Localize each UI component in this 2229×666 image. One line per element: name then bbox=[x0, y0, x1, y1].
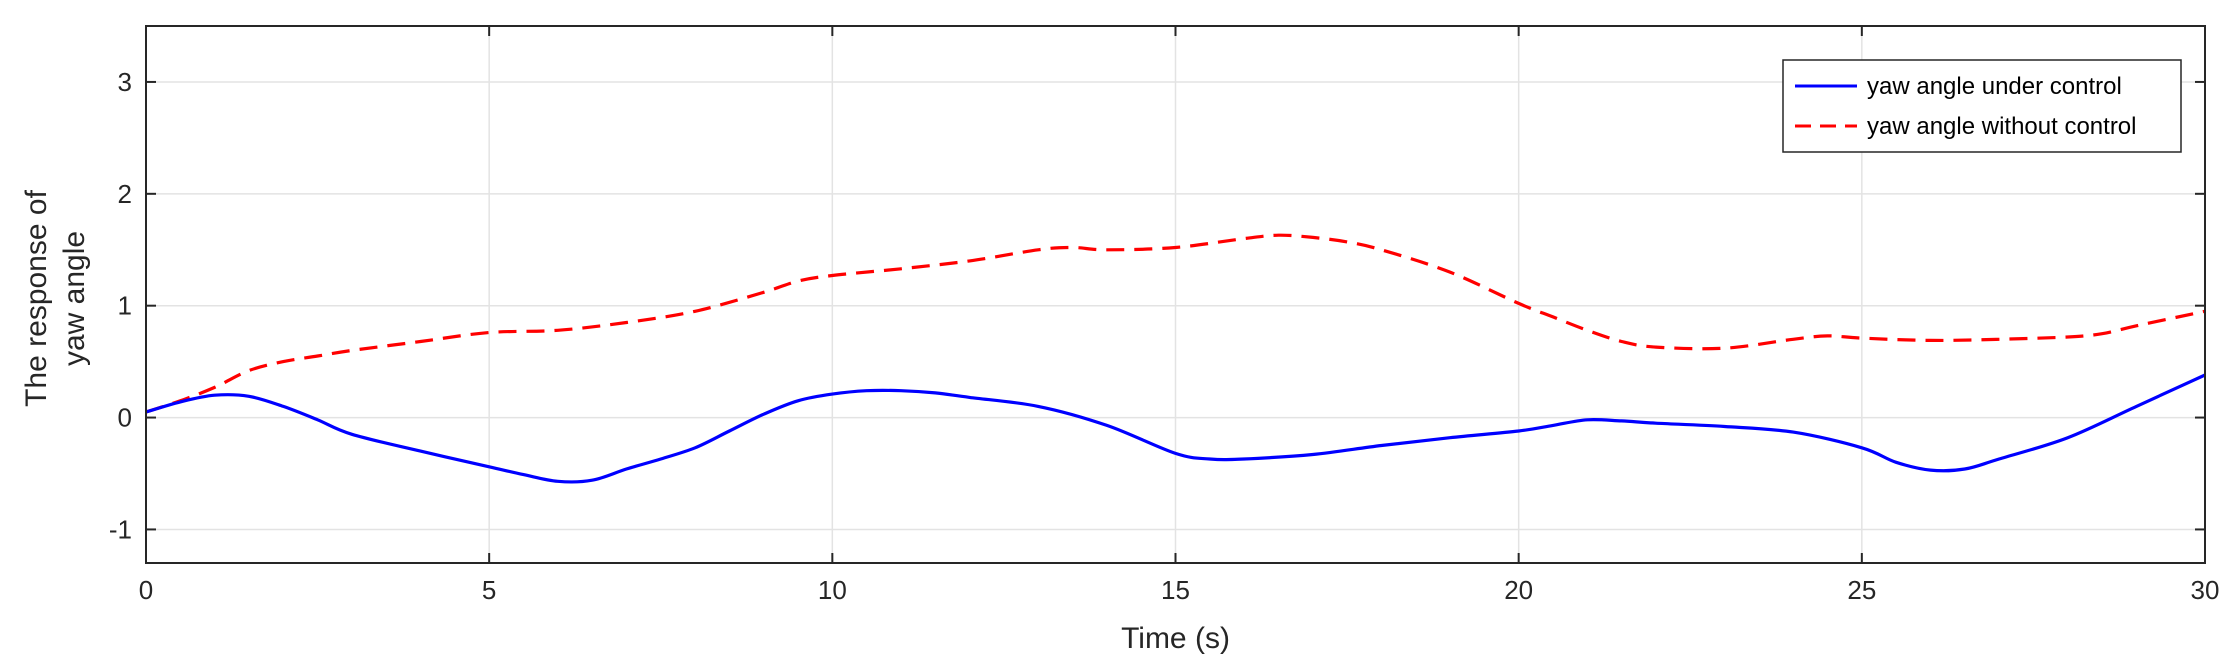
axis-ticks bbox=[145, 26, 2206, 563]
x-tick-label: 5 bbox=[482, 575, 496, 605]
legend-label-under-control: yaw angle under control bbox=[1867, 73, 2122, 100]
legend: yaw angle under control yaw angle withou… bbox=[1782, 59, 2182, 153]
x-tick-label: 10 bbox=[818, 575, 847, 605]
y-tick-label: 3 bbox=[118, 67, 132, 97]
x-tick-label: 25 bbox=[1847, 575, 1876, 605]
series-line-without-control bbox=[145, 233, 2206, 414]
legend-label-without-control: yaw angle without control bbox=[1867, 113, 2136, 140]
y-axis-label-line-2: yaw angle bbox=[58, 231, 91, 366]
x-tick-label: 15 bbox=[1161, 575, 1190, 605]
series-line-under-control bbox=[145, 373, 2206, 484]
x-tick-label: 30 bbox=[2191, 575, 2220, 605]
y-tick-label: 0 bbox=[118, 403, 132, 433]
x-tick-label: 20 bbox=[1504, 575, 1533, 605]
x-tick-label: 0 bbox=[139, 575, 153, 605]
y-tick-label: 1 bbox=[118, 291, 132, 321]
axis-tick-labels: 0 5 10 15 20 25 30 -1 0 1 2 3 bbox=[109, 67, 2220, 605]
series-layer bbox=[145, 233, 2206, 484]
y-axis-label: The response of yaw angle bbox=[20, 189, 91, 406]
legend-box bbox=[1782, 59, 2182, 153]
y-tick-label: -1 bbox=[109, 514, 132, 544]
y-tick-label: 2 bbox=[118, 179, 132, 209]
x-axis-label: Time (s) bbox=[1121, 622, 1230, 655]
y-axis-label-line-1: The response of bbox=[20, 189, 53, 406]
